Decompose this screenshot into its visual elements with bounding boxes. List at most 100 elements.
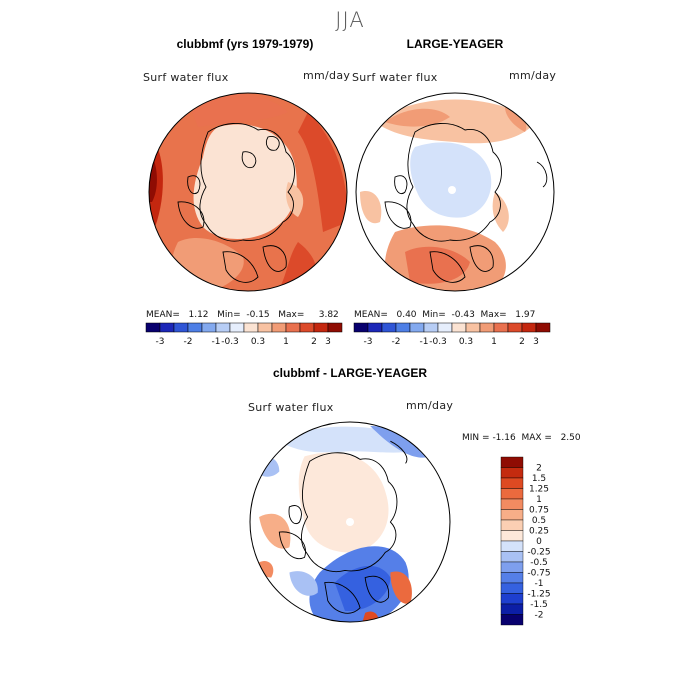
colorbar-swatch <box>229 322 245 333</box>
season-title: JJA <box>335 8 365 32</box>
colorbar-tick-label: -1.5 <box>530 600 548 610</box>
colorbar-swatch <box>395 322 411 333</box>
colorbar-swatch <box>437 322 453 333</box>
colorbar-swatch <box>521 322 537 333</box>
panel3-arctic-region <box>298 452 389 553</box>
colorbar-swatch <box>145 322 161 333</box>
colorbar-swatch <box>500 467 524 479</box>
colorbar-swatch <box>465 322 481 333</box>
colorbar-tick-label: -3 <box>156 337 165 347</box>
panel1-units: mm/day <box>303 69 351 82</box>
panel1-variable: Surf water flux <box>143 71 229 84</box>
colorbar-swatch <box>271 322 287 333</box>
colorbar-swatch <box>353 322 369 333</box>
colorbar-tick-label: 3 <box>325 337 331 347</box>
colorbar-tick-label: 1.5 <box>532 474 546 484</box>
colorbar-swatch <box>500 603 524 615</box>
colorbar-swatch <box>201 322 217 333</box>
colorbar-tick-label: -1 <box>535 579 544 589</box>
colorbar-swatch <box>493 322 509 333</box>
colorbar-swatch <box>500 519 524 531</box>
colorbar-swatch <box>243 322 259 333</box>
colorbar-tick-label: 1 <box>283 337 289 347</box>
colorbar-swatch <box>479 322 495 333</box>
colorbar-tick-label: 1.25 <box>529 485 549 495</box>
panel3-stats: MIN = -1.16 MAX = 2.50 <box>462 433 581 443</box>
colorbar-tick-label: -0.5 <box>530 558 548 568</box>
colorbar-tick-label: 0.75 <box>529 506 549 516</box>
colorbar-swatch <box>215 322 231 333</box>
panel2-title: LARGE-YEAGER <box>406 37 504 51</box>
panel3-title: clubbmf - LARGE-YEAGER <box>272 366 427 380</box>
colorbar-tick-label: -1 <box>420 337 429 347</box>
colorbar-swatch <box>367 322 383 333</box>
colorbar-tick-label: 1 <box>491 337 497 347</box>
colorbar-swatch <box>173 322 189 333</box>
panel3-border <box>249 421 451 623</box>
panel1-coastlines <box>177 123 295 283</box>
panel1-colorbar: -3 -2 -1 -0.3 0.3 1 2 3 <box>145 322 343 347</box>
colorbar-tick-label: 0 <box>536 537 542 547</box>
panel2-arctic-region <box>410 142 492 218</box>
panel2-units: mm/day <box>509 69 557 82</box>
panel3-coastlines <box>278 440 408 614</box>
colorbar-tick-label: 2 <box>311 337 317 347</box>
colorbar-tick-label: 2 <box>536 464 542 474</box>
colorbar-tick-label: -0.75 <box>527 569 550 579</box>
panel2-polar-map <box>355 92 555 292</box>
colorbar-tick-label: 2 <box>519 337 525 347</box>
panel3-polar-map <box>249 421 451 623</box>
colorbar-swatch <box>285 322 301 333</box>
colorbar-swatch <box>500 582 524 594</box>
colorbar-swatch <box>500 572 524 584</box>
colorbar-tick-label: -0.3 <box>221 337 239 347</box>
colorbar-swatch <box>187 322 203 333</box>
colorbar-tick-label: -1.25 <box>527 590 550 600</box>
panel2-variable: Surf water flux <box>352 71 438 84</box>
panel3-variable: Surf water flux <box>248 401 334 414</box>
colorbar-tick-label: -3 <box>364 337 373 347</box>
colorbar-swatch <box>500 456 524 468</box>
panel3-units: mm/day <box>406 399 454 412</box>
colorbar-swatch <box>500 614 524 626</box>
colorbar-tick-label: -2 <box>392 337 401 347</box>
colorbar-swatch <box>500 551 524 563</box>
colorbar-tick-label: 0.25 <box>529 527 549 537</box>
panel1-stats: MEAN= 1.12 Min= -0.15 Max= 3.82 <box>146 310 339 320</box>
colorbar-swatch <box>500 530 524 542</box>
panel2-coastlines <box>384 123 548 283</box>
colorbar-swatch <box>500 561 524 573</box>
panel1-polar-map <box>148 92 348 292</box>
colorbar-swatch <box>535 322 551 333</box>
panel2-colorbar: -3 -2 -1 -0.3 0.3 1 2 3 <box>353 322 551 347</box>
colorbar-swatch <box>500 540 524 552</box>
colorbar-swatch <box>257 322 273 333</box>
colorbar-tick-label: -0.25 <box>527 548 550 558</box>
colorbar-tick-label: 0.5 <box>532 516 546 526</box>
colorbar-swatch <box>500 498 524 510</box>
colorbar-swatch <box>313 322 329 333</box>
panel3-colorbar: 21.51.2510.750.50.250-0.25-0.5-0.75-1-1.… <box>500 456 551 626</box>
panel1-arctic-region <box>193 124 297 239</box>
colorbar-swatch <box>409 322 425 333</box>
colorbar-swatch <box>500 509 524 521</box>
colorbar-tick-label: -0.3 <box>429 337 447 347</box>
colorbar-tick-label: -1 <box>212 337 221 347</box>
colorbar-swatch <box>500 593 524 605</box>
colorbar-swatch <box>327 322 343 333</box>
panel1-title: clubbmf (yrs 1979-1979) <box>176 37 314 51</box>
colorbar-swatch <box>299 322 315 333</box>
colorbar-swatch <box>159 322 175 333</box>
panel1-border <box>148 92 348 292</box>
colorbar-tick-label: 0.3 <box>459 337 473 347</box>
colorbar-swatch <box>507 322 523 333</box>
colorbar-tick-label: -2 <box>184 337 193 347</box>
colorbar-swatch <box>451 322 467 333</box>
panel2-border <box>355 92 555 292</box>
colorbar-swatch <box>381 322 397 333</box>
colorbar-swatch <box>500 477 524 489</box>
colorbar-swatch <box>423 322 439 333</box>
colorbar-swatch <box>500 488 524 500</box>
colorbar-tick-label: 3 <box>533 337 539 347</box>
colorbar-tick-label: 0.3 <box>251 337 265 347</box>
